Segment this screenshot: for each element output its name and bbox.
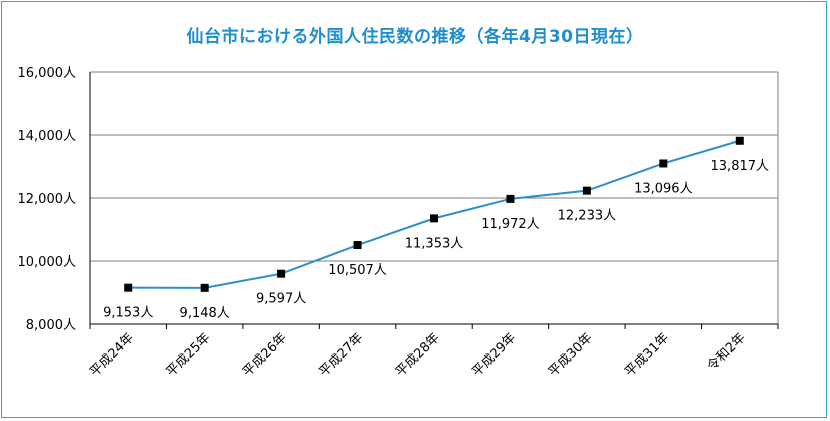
y-tick-label: 16,000人: [18, 66, 77, 81]
x-tick-label: 平成24年: [87, 330, 137, 380]
y-tick-label: 8,000人: [26, 318, 76, 333]
x-tick-label: 令和2年: [705, 330, 749, 374]
data-point: [735, 136, 744, 145]
data-label: 12,233人: [558, 209, 617, 224]
x-tick-label: 平成31年: [622, 330, 672, 380]
data-label: 9,148人: [180, 306, 230, 321]
data-point: [353, 241, 362, 250]
y-tick-label: 12,000人: [18, 192, 77, 207]
data-point: [430, 214, 438, 223]
data-point: [200, 283, 209, 292]
x-tick-label: 平成27年: [316, 330, 366, 380]
data-label: 11,353人: [405, 236, 464, 251]
data-point: [124, 283, 133, 292]
data-label: 13,817人: [711, 159, 770, 174]
data-label: 10,507人: [328, 263, 387, 278]
data-point: [659, 159, 668, 168]
data-point: [582, 186, 591, 195]
data-label: 11,972人: [481, 217, 540, 232]
data-label: 9,153人: [103, 306, 153, 321]
x-tick-label: 平成25年: [164, 330, 214, 380]
data-point: [277, 269, 286, 278]
chart-title: 仙台市における外国人住民数の推移（各年4月30日現在）: [186, 27, 644, 47]
data-label: 9,597人: [256, 292, 306, 307]
x-tick-label: 平成29年: [469, 330, 519, 380]
data-label: 13,096人: [634, 181, 693, 196]
x-tick-label: 平成28年: [393, 330, 443, 380]
y-tick-label: 10,000人: [18, 255, 77, 270]
data-point: [506, 194, 515, 203]
x-tick-label: 平成26年: [240, 330, 290, 380]
x-tick-label: 平成30年: [546, 330, 596, 380]
y-tick-label: 14,000人: [18, 129, 77, 144]
